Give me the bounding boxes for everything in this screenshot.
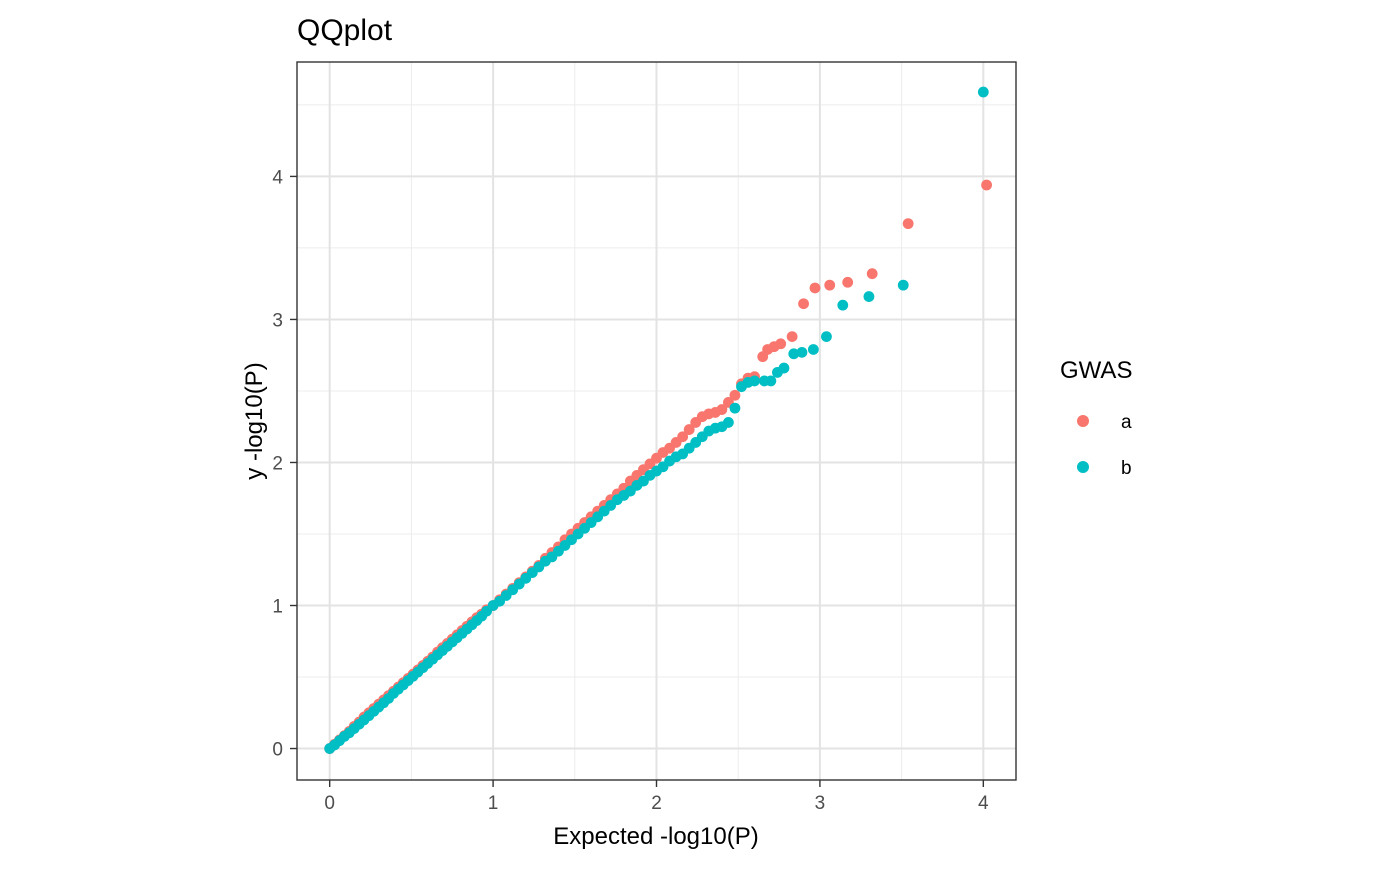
x-tick-label: 0: [324, 793, 335, 814]
point-a-68: [716, 404, 728, 415]
point-a-79: [798, 298, 809, 310]
point-a-81: [824, 279, 836, 291]
point-b-81: [821, 331, 832, 343]
point-a-80: [809, 282, 821, 294]
point-b-77: [778, 362, 790, 374]
points-layer: [324, 86, 992, 754]
point-b-75: [765, 375, 777, 387]
x-tick-label: 3: [815, 793, 826, 814]
point-a-77: [775, 338, 787, 350]
point-b-73: [749, 375, 760, 387]
x-axis-label: Expected -log10(P): [553, 823, 758, 850]
point-b-85: [977, 86, 989, 98]
point-b-70: [729, 402, 741, 414]
point-b-82: [837, 299, 849, 311]
series-b: [324, 86, 989, 754]
point-a-62: [677, 431, 689, 443]
point-a-70: [729, 389, 741, 401]
point-b-83: [863, 291, 875, 302]
y-tick-label: 1: [272, 597, 283, 618]
point-b-79: [796, 346, 808, 358]
point-a-63: [683, 424, 695, 435]
point-a-84: [902, 218, 914, 230]
legend-label-b: b: [1121, 458, 1132, 479]
point-a-82: [842, 276, 854, 288]
y-tick-label: 2: [272, 453, 283, 474]
y-tick-label: 4: [272, 167, 283, 188]
point-b-80: [807, 344, 819, 355]
legend-key-b: [1077, 461, 1089, 473]
y-axis-label: y -log10(P): [241, 362, 268, 479]
y-tick-label: 3: [272, 310, 283, 331]
point-b-69: [723, 417, 734, 428]
point-a-85: [981, 179, 992, 191]
chart-title: QQplot: [297, 14, 393, 47]
legend-title: GWAS: [1060, 357, 1132, 384]
axes-layer: 0 1 2 3 4 0 1 2 3 4: [272, 167, 989, 814]
point-a-83: [866, 268, 878, 280]
x-tick-label: 1: [488, 793, 499, 814]
legend: GWAS a b: [1060, 357, 1132, 479]
point-b-84: [897, 279, 909, 291]
x-tick-label: 4: [978, 793, 989, 814]
legend-key-a: [1077, 415, 1089, 427]
point-a-78: [786, 331, 798, 343]
x-tick-label: 2: [651, 793, 662, 814]
point-b-78: [788, 348, 800, 360]
grid-layer: [297, 62, 1016, 780]
legend-label-a: a: [1121, 412, 1132, 433]
y-tick-label: 0: [272, 740, 283, 761]
